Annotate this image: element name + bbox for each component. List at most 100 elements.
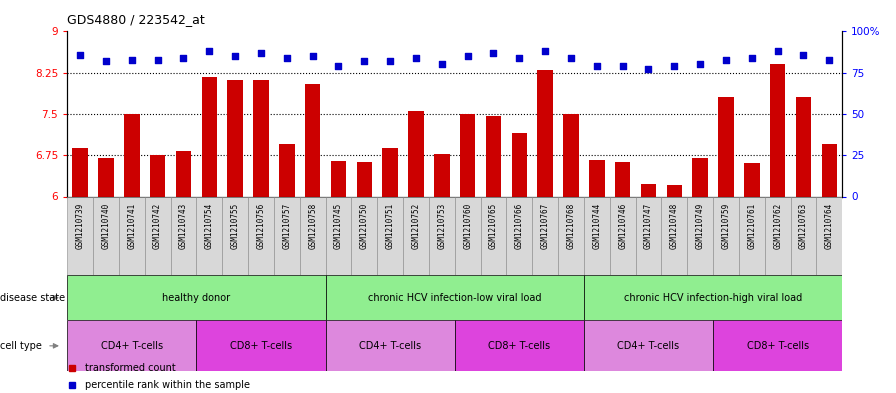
Text: GSM1210747: GSM1210747 bbox=[644, 203, 653, 249]
Bar bbox=[383, 148, 398, 196]
Bar bbox=[454, 320, 584, 371]
Bar bbox=[222, 196, 248, 275]
Bar bbox=[739, 196, 764, 275]
Point bbox=[228, 53, 242, 59]
Bar bbox=[305, 84, 321, 196]
Point bbox=[254, 50, 268, 56]
Point bbox=[125, 56, 139, 62]
Bar bbox=[93, 196, 119, 275]
Bar bbox=[719, 97, 734, 196]
Text: GSM1210766: GSM1210766 bbox=[515, 203, 524, 249]
Bar bbox=[73, 148, 88, 196]
Text: CD8+ T-cells: CD8+ T-cells bbox=[746, 341, 809, 351]
Point bbox=[513, 55, 527, 61]
Point bbox=[306, 53, 320, 59]
Text: GSM1210748: GSM1210748 bbox=[670, 203, 679, 249]
Bar bbox=[325, 320, 454, 371]
Text: cell type: cell type bbox=[0, 341, 42, 351]
Text: GSM1210754: GSM1210754 bbox=[205, 203, 214, 249]
Bar bbox=[170, 196, 196, 275]
Point bbox=[151, 56, 165, 62]
Bar bbox=[796, 97, 811, 196]
Text: GSM1210761: GSM1210761 bbox=[747, 203, 756, 249]
Bar bbox=[274, 196, 299, 275]
Point bbox=[461, 53, 475, 59]
Point bbox=[642, 66, 656, 73]
Text: GSM1210763: GSM1210763 bbox=[799, 203, 808, 249]
Text: GSM1210759: GSM1210759 bbox=[721, 203, 730, 249]
Text: GSM1210756: GSM1210756 bbox=[256, 203, 265, 249]
Text: GSM1210746: GSM1210746 bbox=[618, 203, 627, 249]
Point bbox=[73, 51, 87, 58]
Text: chronic HCV infection-high viral load: chronic HCV infection-high viral load bbox=[624, 293, 802, 303]
Bar bbox=[196, 320, 325, 371]
Bar bbox=[635, 196, 661, 275]
Point bbox=[487, 50, 501, 56]
Text: GSM1210751: GSM1210751 bbox=[385, 203, 394, 249]
Text: GDS4880 / 223542_at: GDS4880 / 223542_at bbox=[67, 13, 205, 26]
Bar bbox=[351, 196, 377, 275]
Bar bbox=[357, 162, 372, 196]
Bar bbox=[589, 160, 605, 196]
Bar bbox=[67, 196, 93, 275]
Text: disease state: disease state bbox=[0, 293, 65, 303]
Bar bbox=[377, 196, 403, 275]
Bar bbox=[67, 320, 196, 371]
Point bbox=[177, 55, 191, 61]
Point bbox=[668, 63, 682, 69]
Point bbox=[616, 63, 630, 69]
Text: GSM1210765: GSM1210765 bbox=[489, 203, 498, 249]
Text: GSM1210739: GSM1210739 bbox=[75, 203, 84, 249]
Bar bbox=[822, 144, 837, 196]
Bar bbox=[325, 196, 351, 275]
Bar bbox=[202, 77, 217, 196]
Bar bbox=[486, 116, 501, 196]
Point bbox=[358, 58, 372, 64]
Bar bbox=[713, 320, 842, 371]
Bar bbox=[538, 70, 553, 196]
Text: GSM1210741: GSM1210741 bbox=[127, 203, 136, 249]
Point bbox=[590, 63, 604, 69]
Point bbox=[383, 58, 397, 64]
Bar bbox=[196, 196, 222, 275]
Bar bbox=[99, 158, 114, 196]
Text: GSM1210767: GSM1210767 bbox=[540, 203, 549, 249]
Text: GSM1210753: GSM1210753 bbox=[437, 203, 446, 249]
Text: GSM1210740: GSM1210740 bbox=[101, 203, 110, 249]
Text: healthy donor: healthy donor bbox=[162, 293, 230, 303]
Bar bbox=[145, 196, 170, 275]
Text: CD4+ T-cells: CD4+ T-cells bbox=[359, 341, 421, 351]
Bar bbox=[454, 196, 480, 275]
Bar bbox=[176, 151, 191, 196]
Text: GSM1210749: GSM1210749 bbox=[695, 203, 704, 249]
Bar bbox=[409, 111, 424, 196]
Bar bbox=[532, 196, 558, 275]
Point bbox=[99, 58, 113, 64]
Bar bbox=[512, 133, 527, 196]
Bar bbox=[564, 114, 579, 196]
Bar bbox=[770, 64, 786, 196]
Bar bbox=[299, 196, 325, 275]
Bar bbox=[506, 196, 532, 275]
Text: GSM1210744: GSM1210744 bbox=[592, 203, 601, 249]
Bar bbox=[403, 196, 429, 275]
Point bbox=[435, 61, 449, 68]
Text: GSM1210755: GSM1210755 bbox=[230, 203, 239, 249]
Text: percentile rank within the sample: percentile rank within the sample bbox=[85, 380, 250, 389]
Bar bbox=[816, 196, 842, 275]
Bar bbox=[460, 114, 476, 196]
Bar bbox=[325, 275, 584, 320]
Bar bbox=[248, 196, 274, 275]
Point bbox=[280, 55, 294, 61]
Text: GSM1210760: GSM1210760 bbox=[463, 203, 472, 249]
Bar bbox=[228, 80, 243, 196]
Bar bbox=[67, 275, 325, 320]
Text: GSM1210752: GSM1210752 bbox=[411, 203, 420, 249]
Bar bbox=[331, 161, 346, 196]
Text: GSM1210764: GSM1210764 bbox=[825, 203, 834, 249]
Text: CD8+ T-cells: CD8+ T-cells bbox=[230, 341, 292, 351]
Bar bbox=[641, 184, 656, 196]
Text: GSM1210750: GSM1210750 bbox=[360, 203, 369, 249]
Bar bbox=[558, 196, 584, 275]
Bar bbox=[254, 80, 269, 196]
